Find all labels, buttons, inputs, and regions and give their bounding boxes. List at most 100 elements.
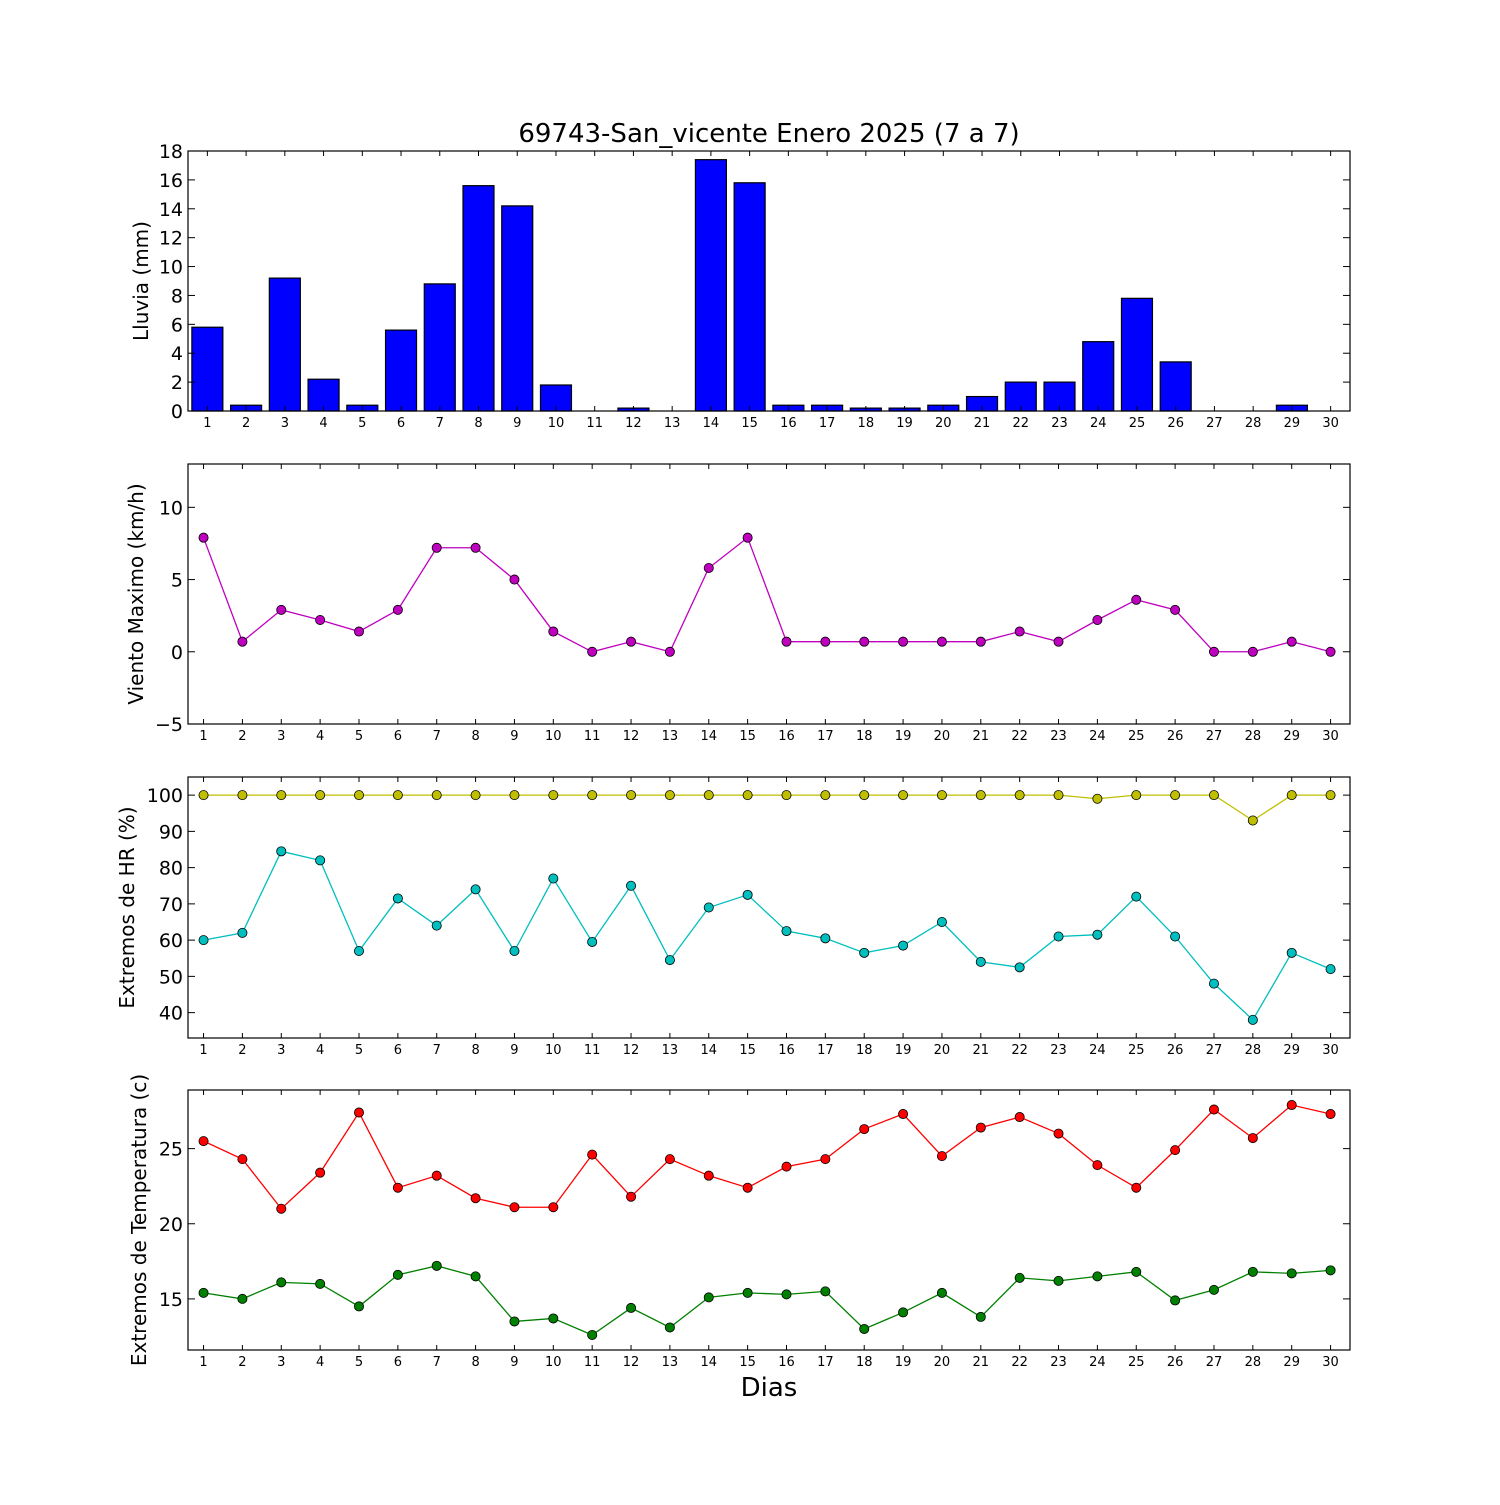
x-tick-label: 21 [974, 416, 991, 431]
x-tick-label: 2 [238, 1043, 246, 1058]
x-tick-label: 17 [817, 729, 834, 744]
data-point [1170, 1295, 1181, 1306]
data-point [431, 542, 442, 553]
y-tick-label: −5 [155, 714, 183, 736]
data-point [975, 790, 986, 801]
data-point [353, 946, 364, 957]
x-tick-label: 3 [277, 1043, 285, 1058]
data-point [1131, 891, 1142, 902]
data-point [1208, 790, 1219, 801]
data-point [392, 1269, 403, 1280]
y-tick-label: 70 [159, 894, 183, 916]
data-point [975, 636, 986, 647]
data-point [548, 790, 559, 801]
data-point [470, 1193, 481, 1204]
x-tick-label: 28 [1245, 1043, 1262, 1058]
y-axis-label: Viento Maximo (km/h) [124, 483, 148, 704]
axes-frame [187, 1089, 1351, 1351]
x-tick-label: 19 [896, 416, 913, 431]
data-point [509, 574, 520, 585]
data-point [237, 790, 248, 801]
x-tick-label: 21 [973, 1043, 990, 1058]
x-tick-label: 10 [545, 1043, 562, 1058]
data-point [1053, 1275, 1064, 1286]
x-tick-label: 8 [471, 1355, 479, 1370]
x-tick-label: 4 [319, 416, 327, 431]
x-tick-label: 3 [281, 416, 289, 431]
x-tick-label: 3 [277, 729, 285, 744]
y-axis-label: Lluvia (mm) [129, 221, 153, 341]
axes-frame [187, 150, 1351, 412]
data-point [859, 790, 870, 801]
x-tick-label: 2 [242, 416, 250, 431]
data-point [1131, 1182, 1142, 1193]
x-tick-label: 20 [934, 729, 951, 744]
x-tick-label: 14 [703, 416, 720, 431]
data-point [276, 1203, 287, 1214]
x-tick-label: 25 [1128, 1043, 1145, 1058]
x-tick-label: 22 [1011, 1355, 1028, 1370]
axes-frame [187, 463, 1351, 725]
y-tick-label: 40 [159, 1003, 183, 1025]
data-point [1092, 615, 1103, 626]
x-tick-label: 27 [1206, 729, 1223, 744]
chart-panel-3: 1 2 3 4 5 6 7 8 9 10 11 12 13 14 15 16 17 18 19 20 21 22 23 24 2… [115, 776, 1351, 1058]
x-tick-label: 15 [739, 1043, 756, 1058]
y-axis-label: Extremos de Temperatura (c) [127, 1074, 151, 1366]
data-point [664, 1322, 675, 1333]
data-point [1247, 1266, 1258, 1277]
data-point [1053, 636, 1064, 647]
x-tick-label: 10 [548, 416, 565, 431]
data-point [1325, 646, 1336, 657]
data-point [470, 1271, 481, 1282]
x-tick-label: 20 [934, 1355, 951, 1370]
data-point [859, 636, 870, 647]
data-point [703, 1292, 714, 1303]
data-point [820, 636, 831, 647]
x-tick-label: 26 [1167, 729, 1184, 744]
series-line [203, 794, 1331, 822]
x-tick-label: 12 [623, 1043, 640, 1058]
data-point [315, 790, 326, 801]
bar [423, 283, 456, 412]
x-tick-label: 18 [856, 729, 873, 744]
x-tick-label: 20 [934, 1043, 951, 1058]
data-point [237, 1154, 248, 1165]
y-tick-label: 8 [171, 285, 183, 307]
x-tick-label: 30 [1322, 1043, 1339, 1058]
x-tick-label: 28 [1245, 416, 1262, 431]
data-point [898, 1109, 909, 1120]
data-point [1208, 1284, 1219, 1295]
bar [191, 326, 224, 412]
x-tick-label: 16 [778, 1043, 795, 1058]
data-point [1131, 594, 1142, 605]
data-point [276, 846, 287, 857]
x-tick-label: 24 [1089, 729, 1106, 744]
data-point [587, 646, 598, 657]
data-point [820, 1286, 831, 1297]
chart-panel-2: 1 2 3 4 5 6 7 8 9 10 11 12 13 14 15 16 17 18 19 20 21 22 23 24 2… [124, 463, 1351, 744]
data-point [703, 563, 714, 574]
x-tick-label: 7 [433, 1355, 441, 1370]
y-tick-label: 2 [171, 372, 183, 394]
x-tick-label: 23 [1050, 1355, 1067, 1370]
data-point [1208, 978, 1219, 989]
data-point [664, 955, 675, 966]
x-tick-label: 25 [1129, 416, 1146, 431]
data-point [1014, 1112, 1025, 1123]
bar [307, 378, 340, 412]
x-tick-label: 28 [1245, 1355, 1262, 1370]
data-point [1014, 1272, 1025, 1283]
x-tick-label: 29 [1283, 729, 1300, 744]
data-point [276, 1277, 287, 1288]
data-point [431, 920, 442, 931]
data-point [237, 636, 248, 647]
data-point [353, 626, 364, 637]
data-point [431, 1260, 442, 1271]
x-tick-label: 11 [584, 1355, 601, 1370]
x-tick-label: 11 [584, 1043, 601, 1058]
data-point [1208, 646, 1219, 657]
x-tick-label: 26 [1167, 1355, 1184, 1370]
data-point [276, 604, 287, 615]
